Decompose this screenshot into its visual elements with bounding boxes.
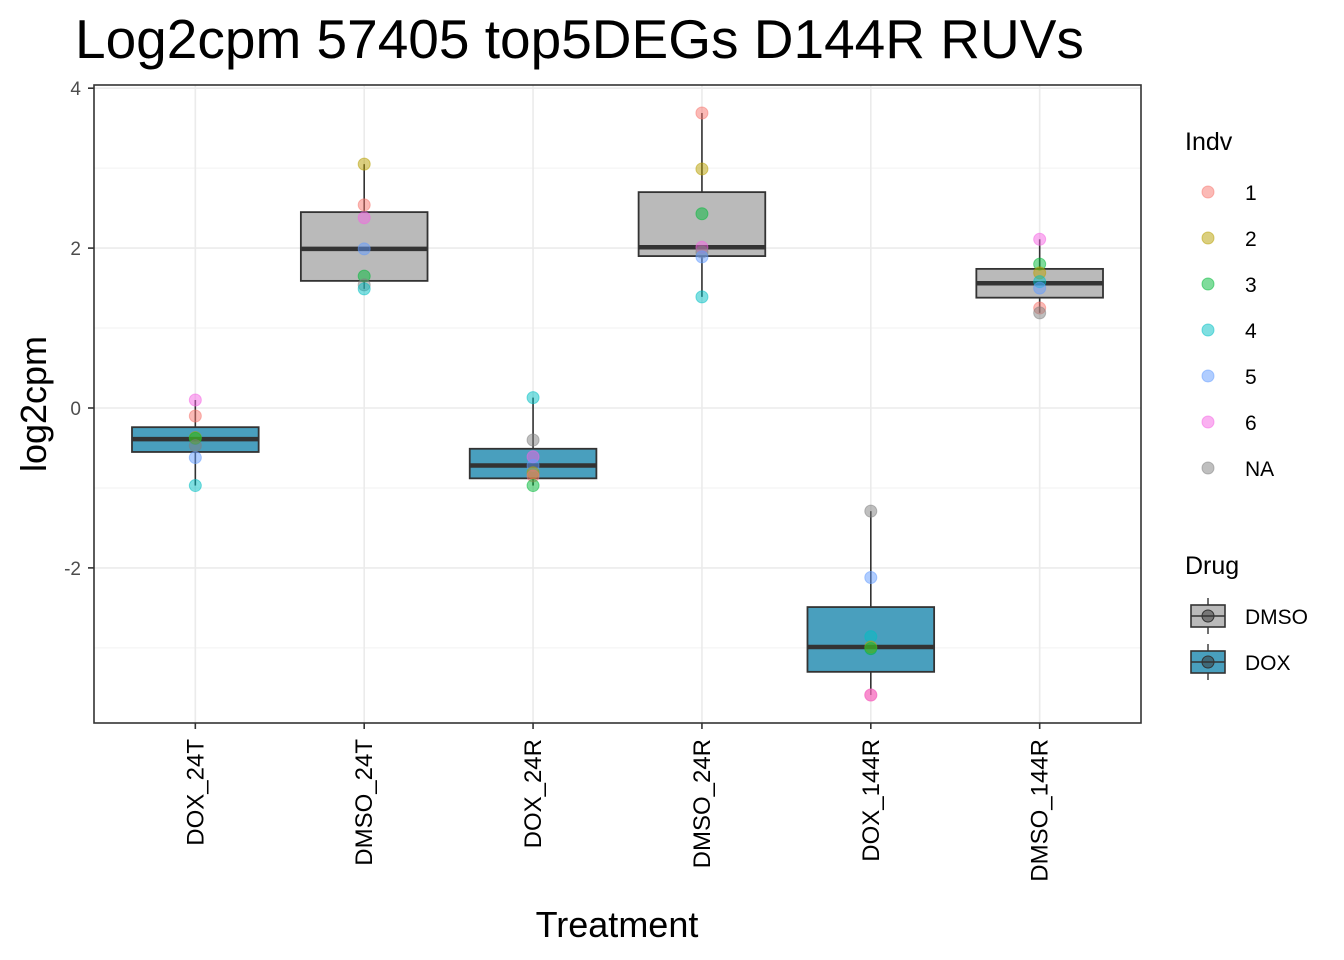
data-point (695, 106, 709, 120)
x-tick-label: DMSO_24R (689, 739, 716, 868)
data-point (357, 198, 371, 212)
legend-key (1201, 415, 1215, 429)
x-tick-label: DOX_24T (182, 739, 209, 846)
data-point (188, 393, 202, 407)
legend-label: 1 (1245, 182, 1257, 205)
data-point (188, 439, 202, 453)
chart-title: Log2cpm 57405 top5DEGs D144R RUVs (75, 8, 1084, 70)
data-point (695, 207, 709, 221)
x-axis: DOX_24T DMSO_24T DOX_24R DMSO_24R DOX_144R DM… (182, 723, 1054, 882)
legend-key (1201, 323, 1215, 337)
data-point (188, 479, 202, 493)
y-tick-label: 2 (70, 239, 81, 260)
data-point (357, 282, 371, 296)
x-tick-label: DOX_144R (858, 739, 885, 862)
x-tick-label: DMSO_144R (1027, 739, 1054, 882)
legend-key (1201, 461, 1215, 475)
data-point (357, 242, 371, 256)
legend-key (1201, 185, 1215, 199)
data-point (1033, 281, 1047, 295)
plot-panel (94, 85, 1141, 723)
legend-title: Indv (1185, 128, 1233, 156)
y-tick-label: 0 (70, 399, 81, 420)
x-tick-label: DOX_24R (520, 739, 547, 848)
legend-label: 4 (1245, 320, 1257, 343)
legend-label: 3 (1245, 274, 1257, 297)
data-point (526, 391, 540, 405)
y-tick-label: -2 (64, 559, 81, 580)
data-point (188, 409, 202, 423)
x-tick-label: DMSO_24T (351, 739, 378, 866)
data-point (864, 688, 878, 702)
y-axis-title: log2cpm (13, 336, 54, 472)
legend-key (1201, 369, 1215, 383)
legend-title: Drug (1185, 552, 1239, 580)
legend-indv: Indv 1 2 3 4 5 6 NA (1185, 128, 1274, 481)
data-point (526, 479, 540, 493)
data-point (695, 162, 709, 176)
data-point (695, 250, 709, 264)
legend-key-point (1201, 655, 1215, 669)
legend-label: DMSO (1245, 606, 1308, 629)
legend-label: DOX (1245, 652, 1291, 675)
legend-label: NA (1245, 458, 1274, 481)
data-point (526, 433, 540, 447)
plot-panel-border (93, 84, 1142, 724)
data-point (1033, 232, 1047, 246)
data-point (357, 157, 371, 171)
data-point (1033, 306, 1047, 320)
legend-key-DOX (1190, 644, 1226, 680)
legend-label: 6 (1245, 412, 1257, 435)
data-point (864, 642, 878, 656)
legend-label: 5 (1245, 366, 1257, 389)
legend-key-point (1201, 609, 1215, 623)
x-axis-title: Treatment (536, 904, 699, 945)
legend-key (1201, 277, 1215, 291)
legend-key-DMSO (1190, 598, 1226, 634)
y-axis: -2 0 2 4 (64, 79, 94, 580)
legend-drug: Drug DMSO DOX (1185, 552, 1308, 680)
legend-key (1201, 231, 1215, 245)
data-point (864, 570, 878, 584)
data-point (864, 504, 878, 518)
y-tick-label: 4 (70, 79, 81, 100)
data-point (357, 211, 371, 225)
legend-label: 2 (1245, 228, 1257, 251)
points-layer (188, 106, 1047, 702)
data-point (188, 451, 202, 465)
data-point (695, 290, 709, 304)
